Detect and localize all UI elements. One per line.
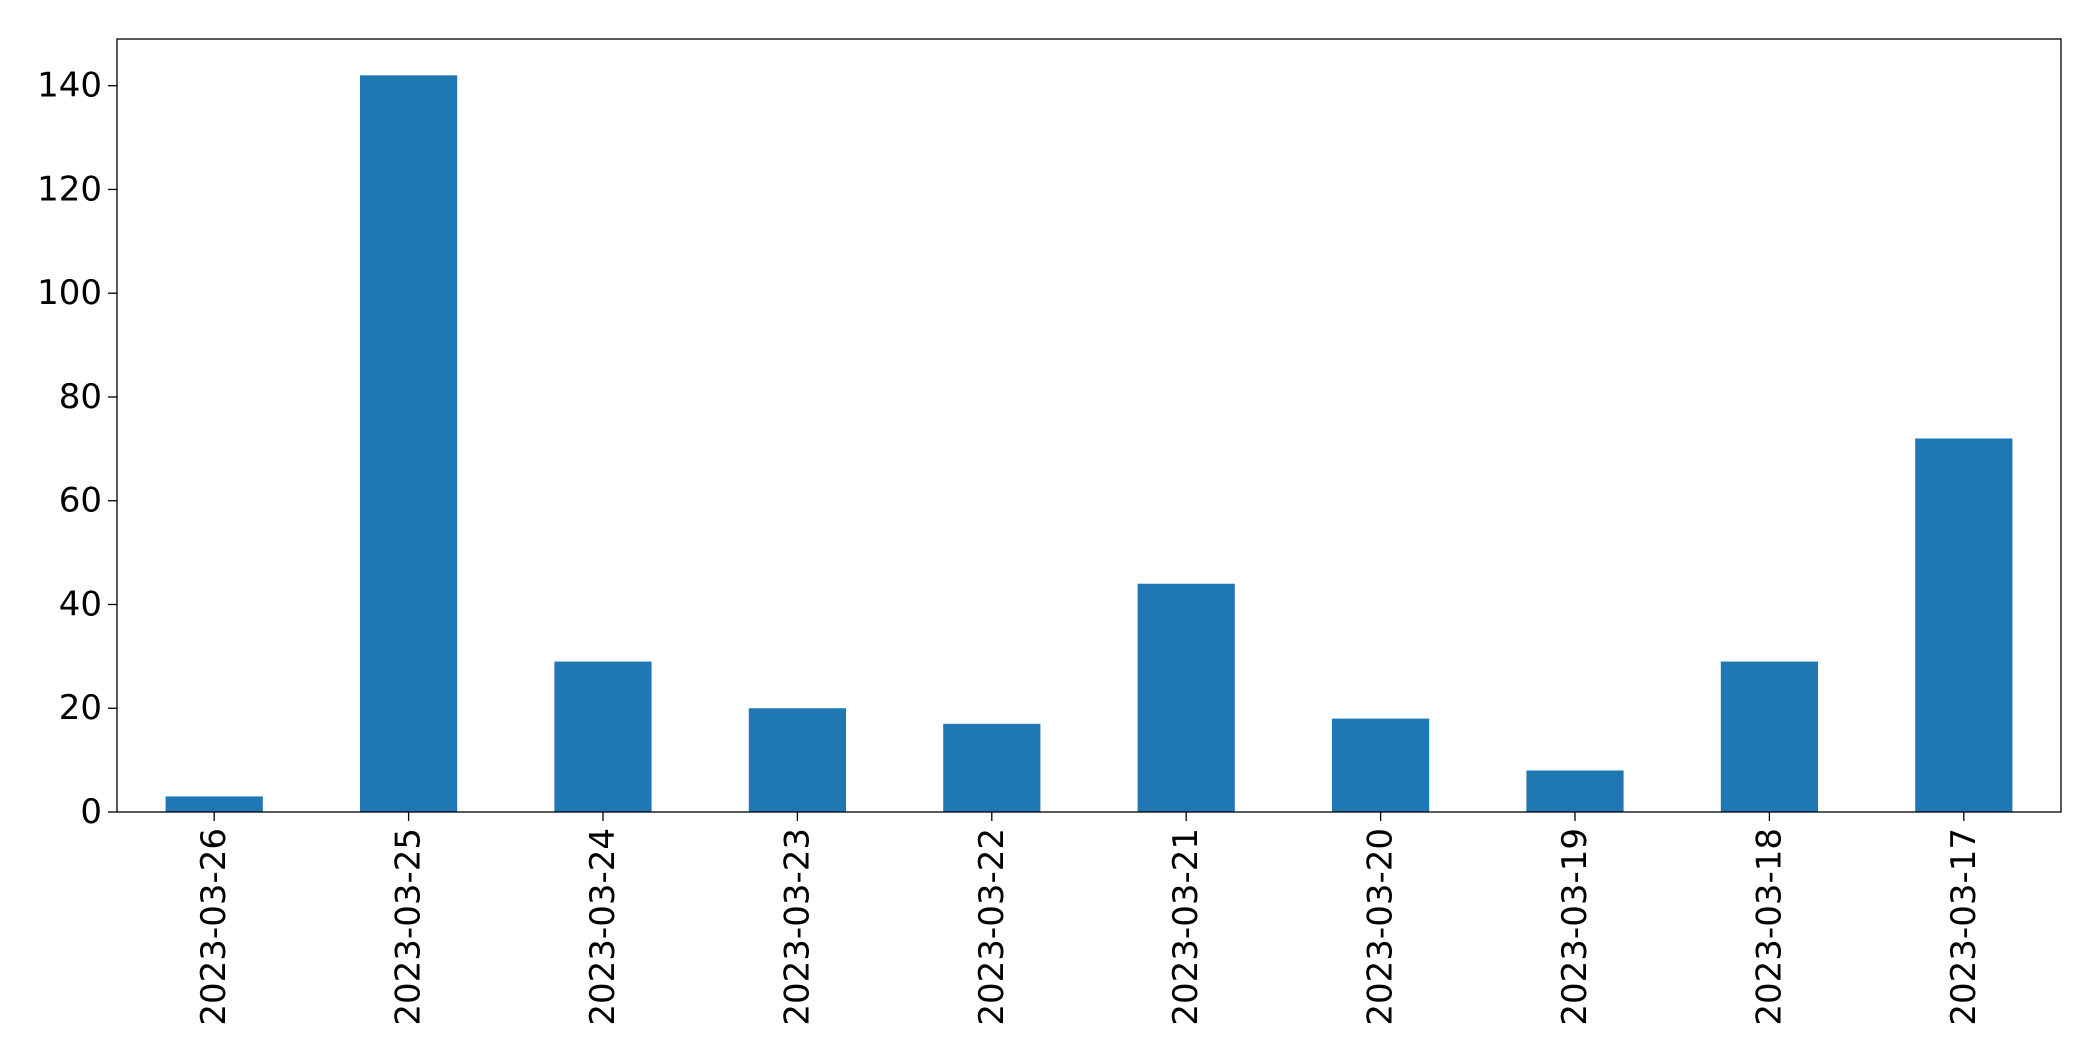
bar-2023-03-23	[748, 708, 846, 812]
bar-2023-03-22	[943, 723, 1041, 812]
bar-2023-03-19	[1526, 770, 1624, 812]
bar-2023-03-18	[1720, 661, 1818, 812]
bar-2023-03-17	[1915, 438, 2013, 812]
y-tick-label: 140	[37, 66, 102, 106]
x-tick-label: 2023-03-23	[777, 828, 817, 1026]
y-axis: 0 20 40 60 80 100 120 140	[37, 66, 117, 832]
y-tick-label: 40	[59, 584, 102, 624]
x-tick-label: 2023-03-20	[1361, 828, 1401, 1026]
x-tick-label: 2023-03-25	[389, 828, 429, 1026]
y-tick-label: 60	[59, 481, 102, 521]
x-tick-label: 2023-03-26	[194, 828, 234, 1026]
x-tick-label: 2023-03-17	[1944, 828, 1984, 1026]
plot-frame	[116, 38, 2062, 813]
bar-2023-03-20	[1332, 718, 1430, 812]
y-tick-label: 20	[59, 688, 102, 728]
y-tick-label: 100	[37, 273, 102, 313]
bars-group	[165, 75, 2013, 813]
x-tick-label: 2023-03-19	[1555, 828, 1595, 1026]
y-tick-label: 80	[59, 377, 102, 417]
x-tick-label: 2023-03-18	[1749, 828, 1789, 1026]
x-axis: 2023-03-26 2023-03-25 2023-03-24 2023-03-23…	[194, 812, 1984, 1026]
bar-2023-03-24	[554, 661, 652, 812]
x-tick-label: 2023-03-24	[583, 828, 623, 1026]
bar-2023-03-25	[360, 75, 458, 813]
x-tick-label: 2023-03-22	[972, 828, 1012, 1026]
x-tick-label: 2023-03-21	[1166, 828, 1206, 1026]
bar-2023-03-26	[165, 796, 263, 812]
y-tick-label: 0	[80, 792, 102, 832]
y-tick-label: 120	[37, 169, 102, 209]
bar-2023-03-21	[1137, 583, 1235, 812]
